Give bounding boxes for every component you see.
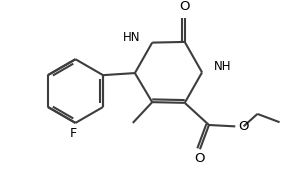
Text: NH: NH xyxy=(214,60,231,73)
Text: O: O xyxy=(238,120,249,133)
Text: O: O xyxy=(194,152,204,165)
Text: F: F xyxy=(70,128,77,140)
Text: HN: HN xyxy=(123,31,140,44)
Text: O: O xyxy=(180,0,190,13)
